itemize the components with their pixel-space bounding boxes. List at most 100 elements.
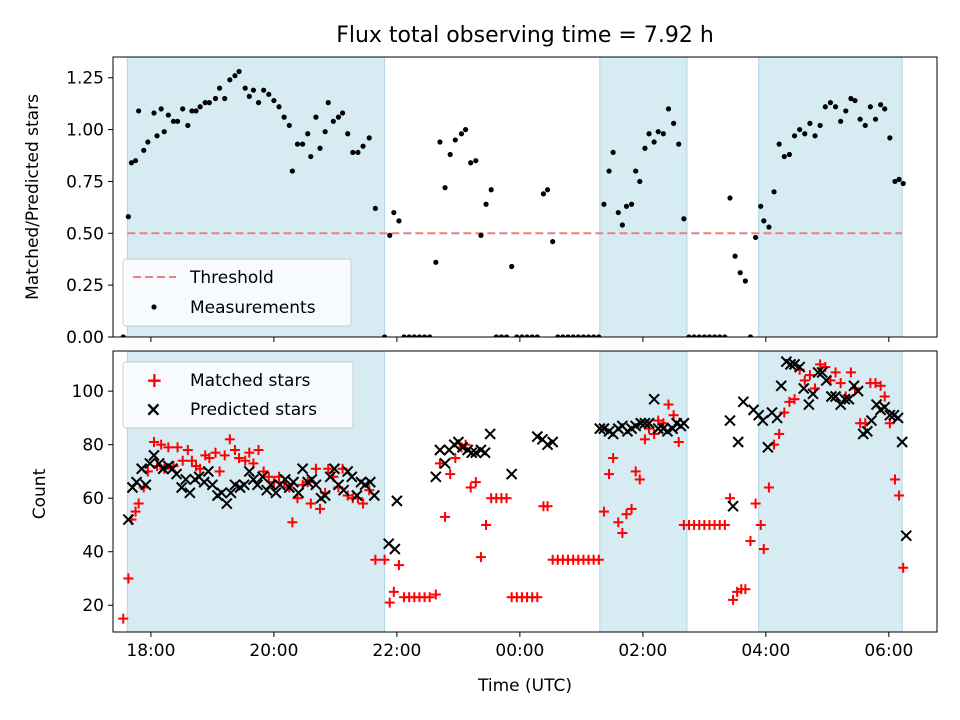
measurement-point [637, 178, 643, 185]
matched-stars-point [799, 375, 810, 386]
legend-measurements-swatch [151, 304, 157, 310]
measurement-point [892, 178, 898, 185]
x-tick-label: 22:00 [372, 641, 421, 661]
matched-stars-point [156, 439, 167, 450]
measurement-point [752, 234, 759, 241]
predicted-stars-point [843, 393, 855, 405]
measurement-point [619, 222, 625, 228]
measurement-point [202, 100, 208, 106]
measurement-point [591, 334, 597, 337]
bottom-axes-frame [112, 350, 938, 633]
measurement-point [776, 141, 782, 147]
predicted-stars-point [439, 457, 451, 470]
measurement-point [642, 145, 648, 151]
measurement-point [712, 334, 718, 337]
measurement-point [261, 87, 267, 93]
predicted-stars-point [737, 396, 750, 408]
measurement-point [747, 334, 754, 337]
measurement-point [360, 143, 366, 149]
measurement-point [391, 209, 397, 216]
measurement-point [174, 118, 181, 124]
legend-threshold-label: Threshold [189, 268, 274, 288]
predicted-stars-point [892, 412, 904, 424]
predicted-stars-point [243, 465, 256, 478]
matched-stars-point [310, 463, 321, 474]
predicted-stars-point [648, 393, 660, 405]
measurement-point [727, 195, 733, 201]
measurement-point [701, 334, 707, 337]
matched-stars-point [358, 498, 369, 509]
predicted-stars-point [807, 388, 819, 400]
predicted-stars-point [328, 463, 341, 475]
matched-stars-point [870, 378, 881, 389]
measurement-point [665, 106, 672, 112]
measurement-point [887, 135, 893, 141]
measurement-point [575, 334, 581, 337]
predicted-stars-point [762, 441, 774, 454]
measurement-point [216, 85, 223, 91]
matched-stars-point [214, 466, 225, 477]
legend-matched-label: Matched stars [190, 371, 310, 391]
x-tick-label: 04:00 [741, 641, 790, 661]
measurement-point [498, 334, 505, 337]
matched-stars-point [774, 428, 785, 439]
top-y-tick-label: 0.50 [66, 224, 104, 244]
matched-stars-point [234, 453, 245, 464]
measurement-point [206, 100, 212, 106]
matched-stars-point [229, 445, 240, 456]
matched-stars-point [758, 544, 769, 555]
top-y-tick-label: 0.00 [66, 328, 104, 348]
matched-stars-point [287, 517, 298, 528]
predicted-stars-point [757, 414, 769, 427]
matched-stars-point [532, 592, 543, 603]
measurement-point [421, 334, 428, 337]
measurement-point [232, 73, 238, 79]
matched-stars-point [719, 519, 730, 530]
measurement-point [236, 68, 242, 75]
matched-stars-point [305, 498, 316, 509]
measurement-point [550, 238, 556, 245]
predicted-stars-point [724, 414, 736, 427]
matched-stars-point [621, 509, 632, 520]
matched-stars-point [240, 455, 251, 466]
measurement-point [266, 91, 272, 97]
matched-stars-point [424, 592, 435, 603]
matched-stars-point [388, 586, 399, 597]
measurement-point [585, 334, 592, 337]
predicted-stars-point [202, 465, 215, 478]
predicted-stars-point [430, 471, 442, 483]
matched-stars-point [724, 493, 735, 504]
predicted-stars-point [346, 471, 358, 483]
matched-stars-point [244, 447, 255, 458]
measurement-point [305, 131, 311, 137]
matched-stars-point [728, 594, 739, 605]
matched-stars-point [219, 450, 230, 461]
measurement-point [345, 131, 351, 137]
bottom-y-tick-label: 100 [72, 382, 104, 402]
legend-predicted-swatch: × [145, 397, 162, 421]
predicted-stars-point [546, 436, 559, 448]
matched-stars-point [835, 378, 846, 389]
top-panel: 0.00 0.25 0.50 0.75 1.00 1.25 Matched/Predict… [23, 56, 938, 348]
measurement-point [161, 129, 167, 135]
measurement-point [165, 112, 171, 118]
measurement-point [503, 334, 510, 337]
measurement-point [843, 108, 849, 114]
matched-stars-point [393, 560, 404, 571]
measurement-point [606, 168, 612, 174]
measurement-point [406, 334, 412, 337]
predicted-stars-point [829, 390, 842, 403]
predicted-stars-point [884, 409, 896, 421]
matched-stars-point [634, 474, 645, 485]
measurement-point [246, 93, 252, 100]
bottom-ylabel: Count [30, 468, 50, 519]
matched-stars-point [224, 434, 235, 445]
measurement-point [145, 139, 151, 145]
predicted-stars-point [434, 444, 446, 456]
predicted-stars-point [148, 449, 160, 462]
measurement-point [330, 118, 336, 124]
measurement-point [154, 133, 160, 139]
measurement-point [128, 160, 135, 166]
x-tick-label: 06:00 [864, 641, 913, 661]
